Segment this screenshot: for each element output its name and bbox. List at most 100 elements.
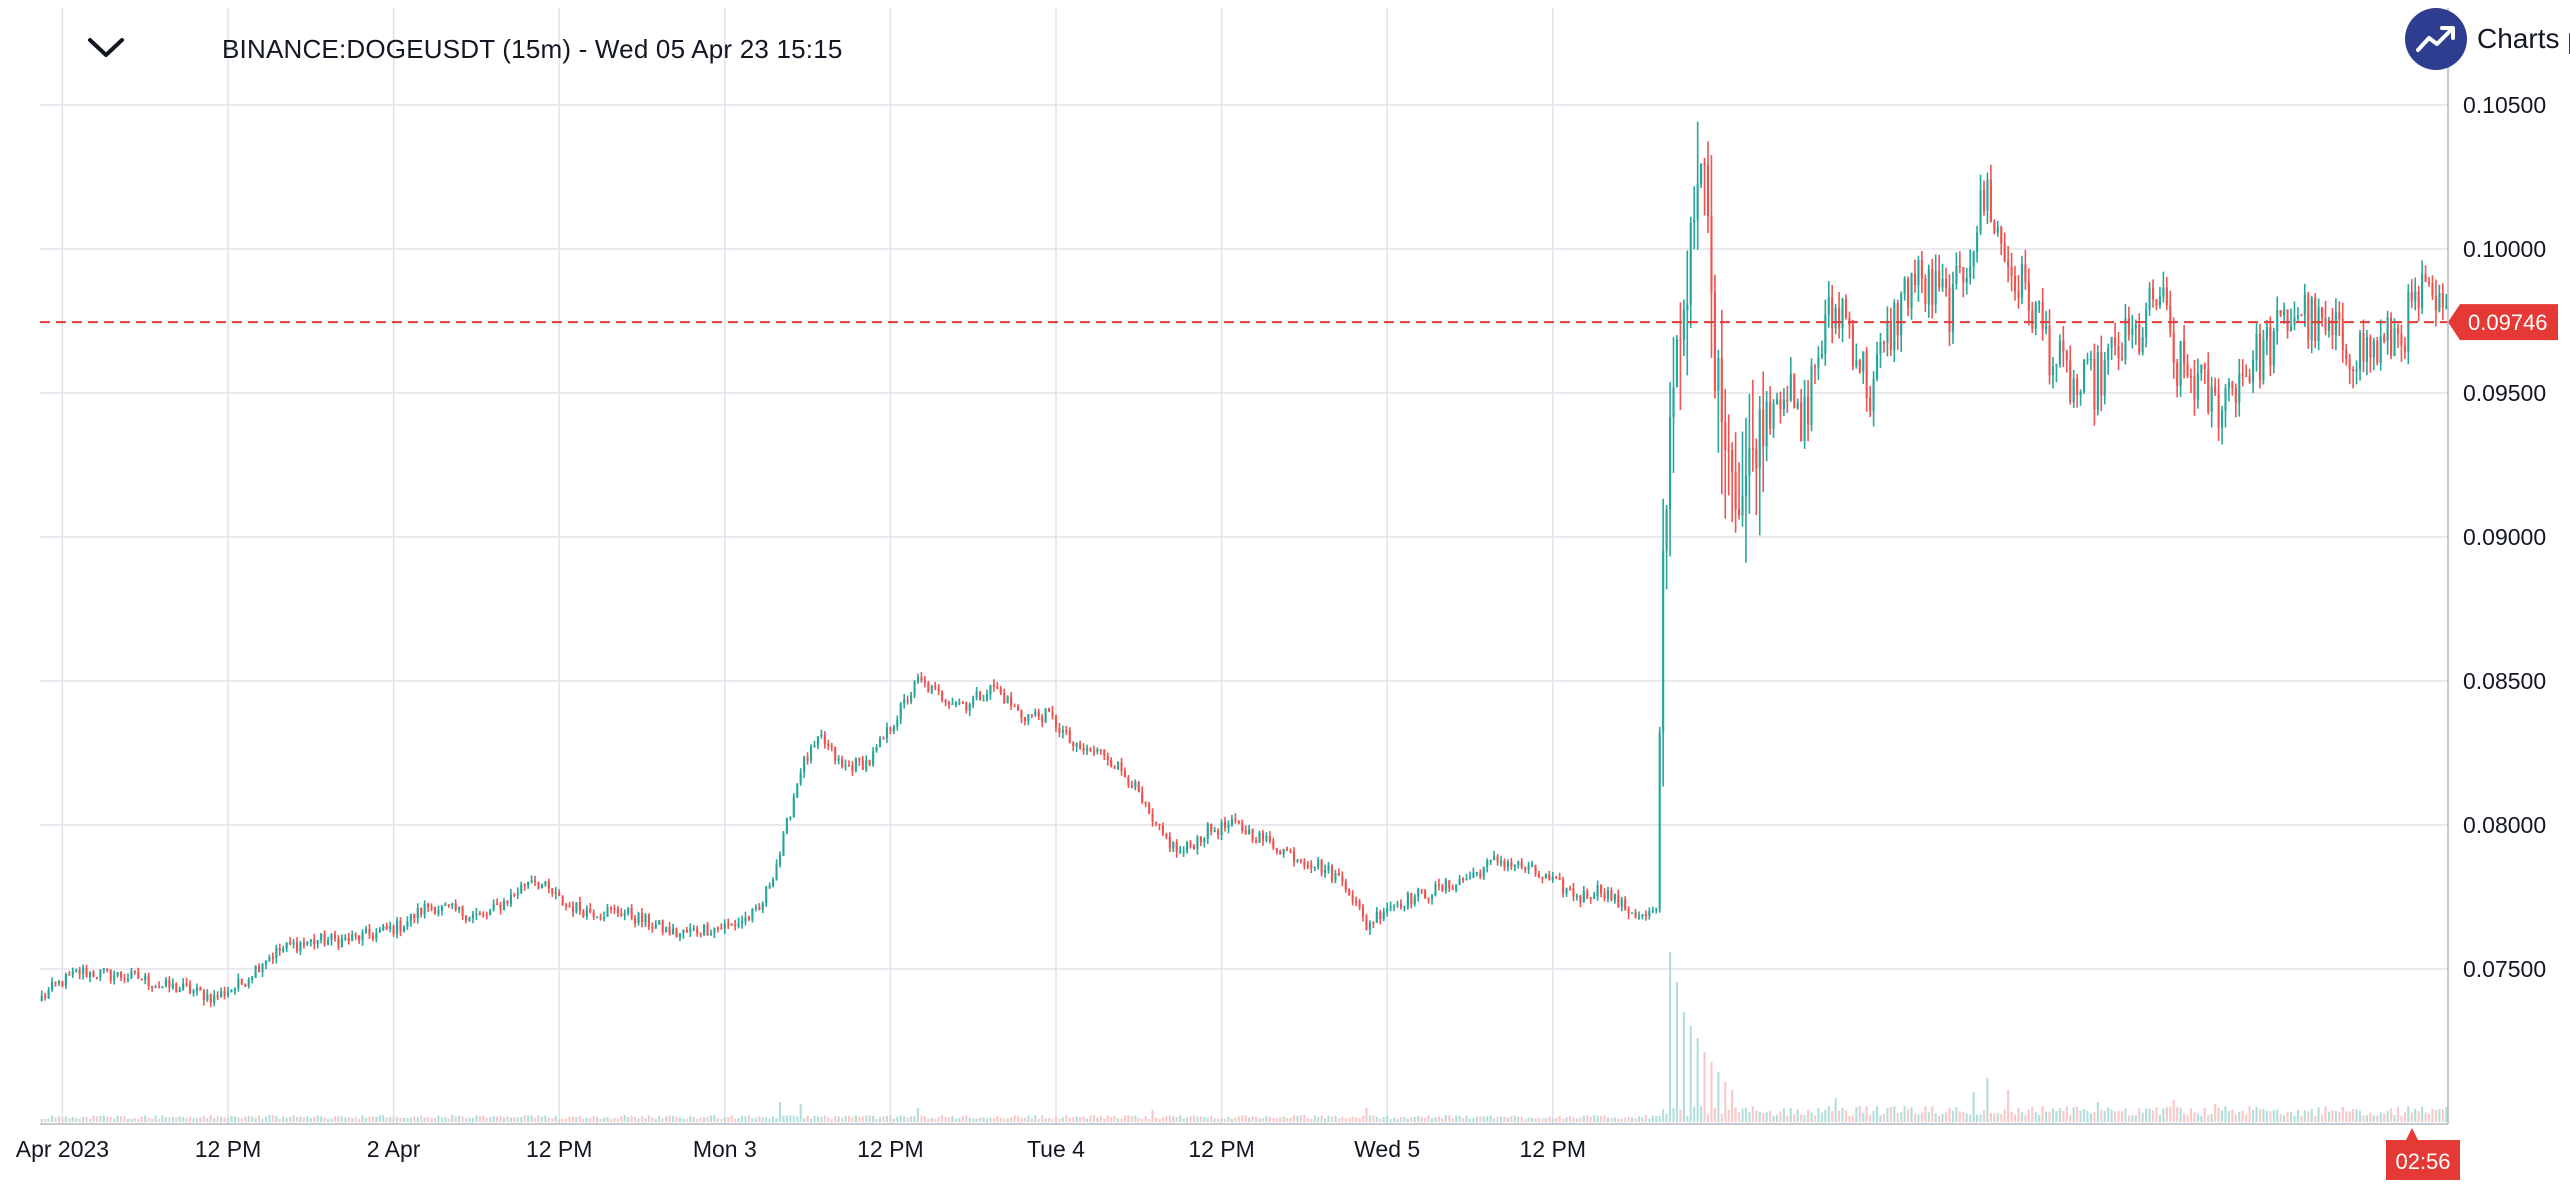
- x-tick-label: 12 PM: [195, 1136, 261, 1162]
- candle-body: [827, 743, 830, 746]
- candle-body: [451, 903, 454, 906]
- volume-bar: [1158, 1118, 1161, 1122]
- volume-bar: [1882, 1113, 1886, 1122]
- volume-bar: [423, 1117, 426, 1122]
- candle-body: [423, 903, 426, 915]
- candle-body: [2100, 352, 2103, 396]
- volume-bar: [1731, 1090, 1734, 1122]
- candle-body: [330, 934, 333, 940]
- candle-body: [254, 966, 257, 978]
- volume-bar: [727, 1117, 730, 1122]
- candle-body: [2107, 347, 2110, 360]
- volume-bar: [537, 1115, 540, 1122]
- candle-body: [1437, 884, 1440, 886]
- volume-bar: [937, 1117, 940, 1122]
- candle-body: [1272, 840, 1275, 849]
- volume-bar: [789, 1115, 792, 1122]
- volume-bar: [261, 1118, 264, 1122]
- volume-bar: [1299, 1115, 1302, 1122]
- candle-body: [1148, 803, 1151, 814]
- candle-body: [2386, 317, 2389, 342]
- candle-body: [561, 895, 564, 906]
- volume-bar: [2362, 1115, 2365, 1122]
- candle-body: [461, 906, 464, 916]
- volume-bar: [2072, 1107, 2075, 1122]
- volume-bar: [2352, 1109, 2355, 1122]
- candle-body: [2162, 287, 2165, 297]
- candle-body: [1372, 922, 1375, 925]
- candle-body: [2293, 317, 2296, 326]
- volume-bar: [2269, 1111, 2272, 1122]
- volume-bar: [1955, 1107, 1958, 1122]
- volume-bar: [220, 1116, 223, 1122]
- volume-bar: [934, 1118, 937, 1122]
- candle-body: [1382, 912, 1385, 920]
- volume-bar: [1458, 1115, 1461, 1122]
- candle-body: [1392, 904, 1396, 907]
- volume-bar: [2245, 1114, 2248, 1122]
- candle-body: [1972, 252, 1975, 267]
- volume-bar: [1486, 1116, 1489, 1122]
- volume-bar: [1406, 1118, 1409, 1122]
- volume-bar: [1903, 1106, 1906, 1122]
- volume-bar: [740, 1116, 744, 1122]
- candle-body: [1244, 830, 1247, 835]
- candle-body: [1534, 865, 1537, 874]
- candle-body: [378, 929, 381, 933]
- volume-bar: [1558, 1115, 1561, 1122]
- candle-body: [1275, 848, 1278, 852]
- candle-body: [1048, 708, 1051, 712]
- volume-bar: [213, 1118, 216, 1122]
- volume-bar: [1662, 1109, 1665, 1122]
- volume-bar: [2082, 1109, 2086, 1122]
- candle-body: [2145, 309, 2148, 338]
- candle-body: [385, 925, 388, 930]
- candle-body: [2258, 333, 2262, 381]
- volume-bar: [2421, 1106, 2424, 1122]
- volume-bar: [1586, 1115, 1589, 1122]
- volume-bar: [1934, 1113, 1937, 1122]
- volume-bar: [2127, 1115, 2130, 1122]
- volume-bar: [154, 1115, 157, 1122]
- volume-bar: [1862, 1112, 1865, 1122]
- candle-body: [285, 942, 288, 949]
- candle-body: [1158, 823, 1161, 826]
- volume-bar: [354, 1117, 357, 1122]
- candle-body: [2186, 363, 2189, 376]
- volume-bar: [1455, 1115, 1458, 1122]
- candle-body: [1130, 785, 1133, 788]
- candle-body: [1248, 828, 1251, 835]
- candle-body: [1658, 732, 1661, 909]
- volume-bar: [85, 1116, 88, 1122]
- volume-bar: [178, 1116, 181, 1122]
- candle-body: [126, 978, 130, 980]
- candle-body: [2010, 266, 2013, 276]
- candle-body: [2076, 378, 2079, 395]
- candle-body: [792, 797, 795, 818]
- candle-body: [402, 926, 406, 932]
- candle-body: [665, 926, 668, 933]
- candle-body: [1237, 820, 1240, 823]
- candle-body: [668, 926, 671, 935]
- candle-body: [1717, 358, 1720, 391]
- candle-body: [1976, 232, 1979, 253]
- candle-body: [696, 928, 699, 934]
- volume-bar: [2434, 1110, 2437, 1122]
- volume-bar: [568, 1116, 571, 1122]
- volume-bar: [2296, 1109, 2300, 1122]
- volume-bar: [1199, 1116, 1202, 1122]
- volume-bar: [713, 1115, 716, 1122]
- volume-bar: [1865, 1106, 1868, 1122]
- x-tick-label: 12 PM: [1520, 1136, 1586, 1162]
- candle-body: [1820, 353, 1823, 357]
- candle-body: [1924, 278, 1927, 304]
- brand-logo[interactable]: Charts p: [2405, 6, 2570, 72]
- collapse-toggle-button[interactable]: [78, 26, 134, 70]
- candle-body: [1455, 884, 1458, 890]
- volume-bar: [640, 1116, 644, 1122]
- candle-body: [116, 972, 119, 976]
- candle-body: [1041, 716, 1044, 723]
- volume-bar: [347, 1117, 350, 1122]
- candle-body: [1441, 885, 1444, 891]
